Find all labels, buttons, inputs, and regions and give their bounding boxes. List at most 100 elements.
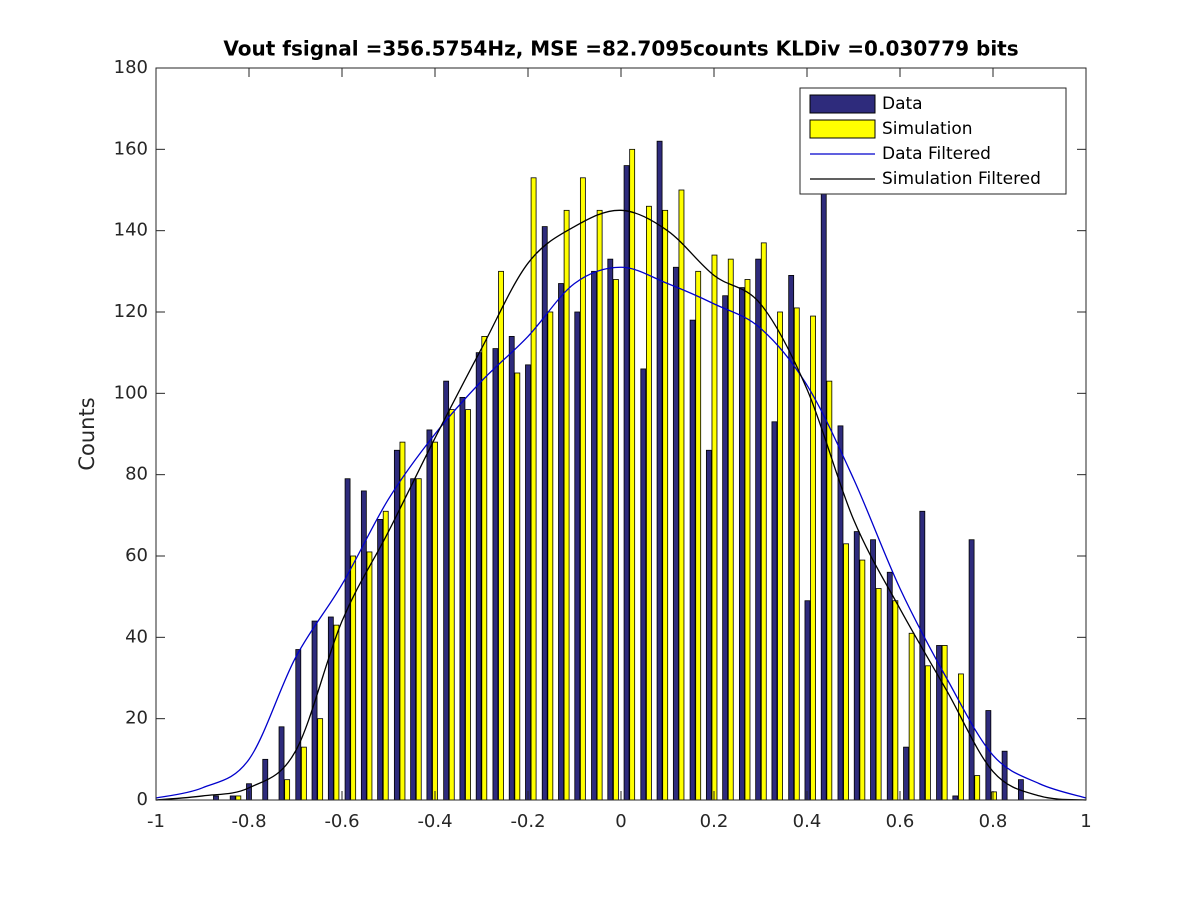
legend-label: Data Filtered [882,144,991,164]
bar [481,335,488,801]
bar [1001,750,1008,801]
bar [596,209,603,801]
bar [475,352,482,801]
bar [941,645,948,801]
bar [640,368,647,801]
y-axis-label: Counts [75,397,99,470]
x-tick-label: 0.2 [700,811,729,832]
bar [574,311,581,801]
bar [875,588,882,801]
bar [333,624,340,801]
bar [711,254,718,801]
bar [432,441,438,801]
bar [377,519,384,801]
x-tick-label: -1 [147,811,165,832]
bar [415,478,422,801]
bar [870,539,876,801]
bar [448,409,455,801]
bar [443,380,450,801]
bar [662,209,669,801]
bar [991,791,997,801]
x-tick-label: 0.8 [979,811,1008,832]
y-tick-label: 80 [125,464,148,485]
bar [278,726,285,801]
bar [722,295,729,801]
bar [541,226,548,801]
bar [853,531,860,801]
bar [755,258,762,801]
bar [591,270,597,801]
bar [678,189,685,801]
bar [382,510,389,801]
bar [229,795,236,801]
x-tick-label: -0.4 [417,811,452,832]
bar [558,283,564,801]
bar [366,551,373,801]
bar [689,319,696,801]
bar [952,795,959,801]
y-tick-label: 180 [114,57,148,78]
bar [547,311,554,801]
x-tick-label: -0.6 [324,811,359,832]
bar [837,425,844,801]
bar [672,266,679,801]
bar [311,620,318,801]
bar [213,795,219,801]
legend-swatch [809,94,876,114]
chart-title: Vout fsignal =356.5754Hz, MSE =82.7095co… [223,37,1018,61]
y-tick-label: 120 [114,301,148,322]
bar [826,380,833,801]
bar [820,189,827,801]
bar [465,409,471,801]
legend-label: Simulation Filtered [882,169,1041,189]
bar [629,148,636,801]
bar [623,165,630,801]
bar [525,364,531,801]
bar [579,177,586,801]
y-tick-label: 100 [114,382,148,403]
y-tick-label: 140 [114,220,148,241]
bar [426,429,433,801]
bar [903,746,909,801]
y-tick-label: 60 [125,545,148,566]
bar [968,539,975,801]
bar [727,258,734,801]
bar [498,270,504,801]
y-tick-label: 20 [125,708,148,729]
bar [530,177,537,801]
bar [612,279,619,801]
bar [886,571,893,801]
bar [327,616,334,801]
y-tick-label: 40 [125,626,148,647]
bar [235,795,242,801]
legend-label: Data [882,94,923,114]
bar [607,258,614,801]
bar [958,673,964,801]
x-tick-label: 1 [1080,811,1091,832]
bar [393,449,400,801]
x-tick-label: 0.6 [886,811,915,832]
y-tick-label: 0 [137,789,148,810]
bar [399,441,406,801]
bar [843,543,849,801]
bar [919,510,926,801]
bar [563,209,570,801]
bar [284,779,291,801]
x-tick-label: -0.8 [231,811,266,832]
bar [317,718,324,801]
bar [459,396,466,801]
bar [646,205,652,801]
bar [810,315,816,801]
bar [804,600,811,801]
bar [492,348,499,801]
bar [760,242,767,801]
legend-swatch [809,119,876,139]
bar [793,307,800,801]
bar [360,490,367,801]
bar [300,746,307,801]
bar [974,775,981,801]
bar [656,140,663,801]
bar [344,478,351,801]
bar [514,372,521,801]
